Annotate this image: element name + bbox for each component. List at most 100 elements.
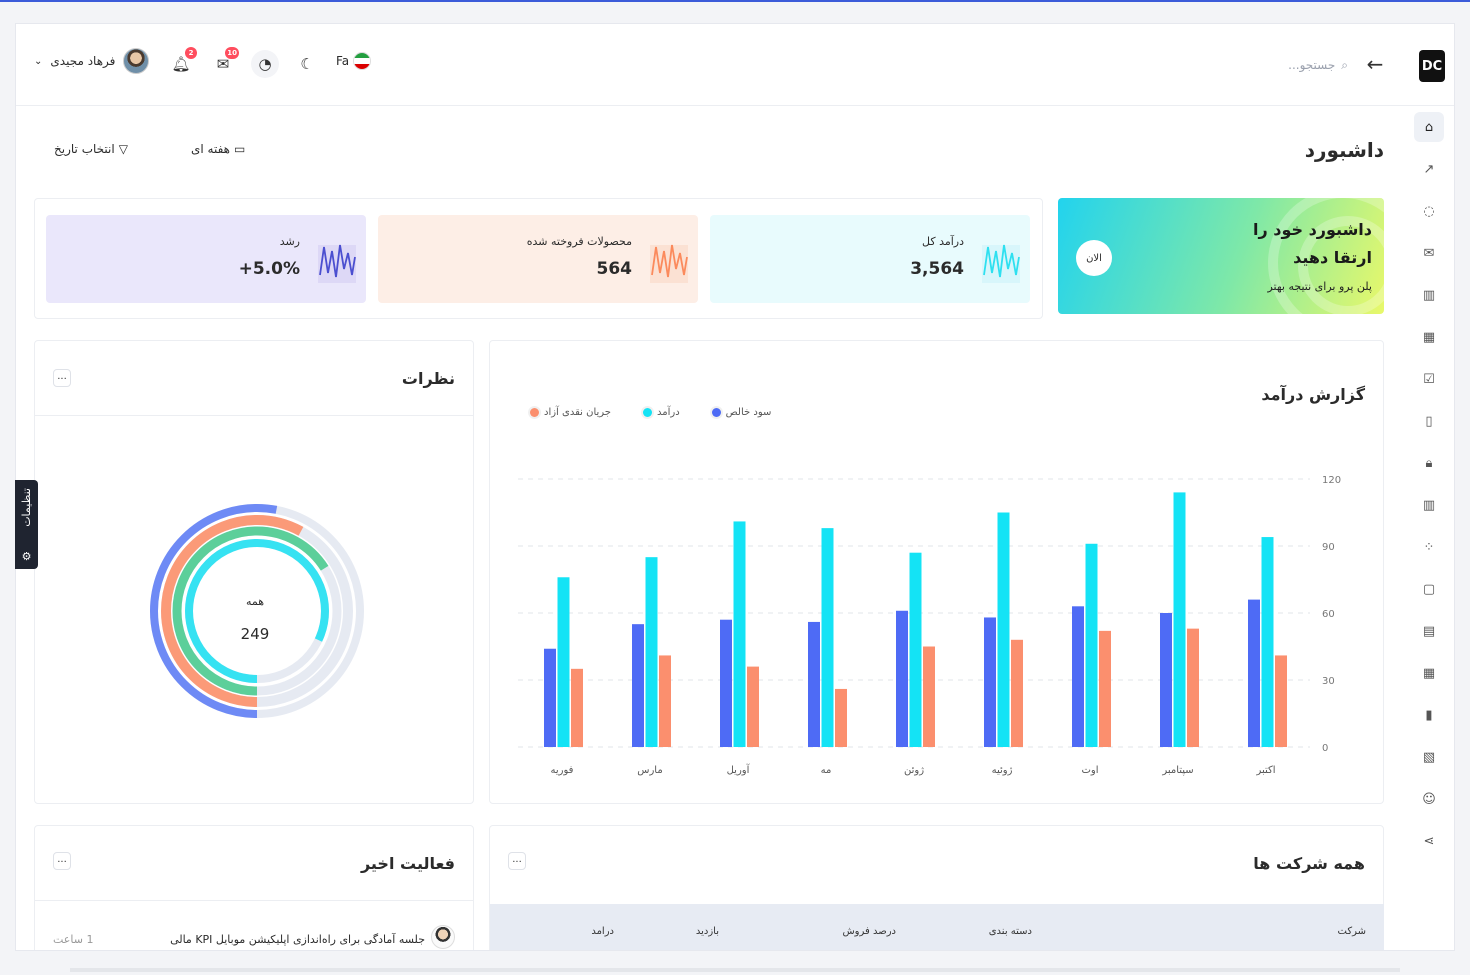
share-icon[interactable]: ⋖	[1423, 833, 1435, 849]
clipboard-check-icon[interactable]: ☑	[1423, 371, 1435, 387]
x-tick-label: اوت	[1081, 765, 1098, 776]
user-menu[interactable]: ⌄ فرهاد مجیدی	[34, 48, 150, 74]
column-header[interactable]: دسته بندی	[988, 926, 1032, 937]
bar-net-profit[interactable]	[984, 617, 996, 747]
range-button[interactable]: ▭ هفته ای	[191, 142, 245, 156]
app-logo[interactable]: DC	[1419, 50, 1445, 82]
x-tick-label: آوریل	[727, 763, 751, 776]
language-switcher[interactable]: Fa	[336, 52, 372, 70]
ring-arc[interactable]	[185, 539, 329, 683]
bar-free-cash-flow[interactable]	[571, 668, 583, 747]
book-icon[interactable]: ▥	[1422, 497, 1436, 513]
y-tick-label: 120	[1322, 475, 1341, 486]
ring-arc[interactable]	[150, 504, 364, 718]
settings-tab[interactable]: تنظیمات ⚙	[15, 480, 38, 569]
app-frame: DC ← ⌕ Fa ☾ ◔ ✉ 10 🔔︎ 2 ⌄ فرهاد مجیدی ⌂ ↗…	[15, 23, 1455, 951]
clipboard-icon[interactable]: ▤	[1422, 623, 1436, 639]
column-header[interactable]: شرکت	[1337, 926, 1366, 937]
activity-avatar	[431, 925, 455, 949]
column-header[interactable]: درامد	[591, 926, 614, 937]
calendar-icon[interactable]: ▦	[1422, 329, 1436, 345]
activity-text: جلسه آمادگی برای راه‌اندازی اپلیکیشن موب…	[170, 933, 425, 946]
ring-arc[interactable]	[161, 515, 353, 707]
bar-free-cash-flow[interactable]	[1275, 655, 1287, 747]
activity-time: 1 ساعت	[53, 933, 94, 946]
bar-free-cash-flow[interactable]	[1011, 639, 1023, 747]
grid-icon[interactable]: ⁘	[1423, 539, 1435, 555]
sidebar-nav: ⌂ ↗ ◌ ✉ ▥ ▦ ☑ ▯ 🔒︎ ▥ ⁘ ▢ ▤ ▦ ▮ ▧ ☺ ⋖	[1414, 106, 1454, 950]
bar-net-profit[interactable]	[632, 624, 644, 747]
bar-income[interactable]	[909, 552, 922, 747]
x-tick-label: مه	[821, 765, 832, 776]
legend-item[interactable]: سود خالص	[711, 407, 771, 418]
map-icon[interactable]: ▧	[1422, 749, 1436, 765]
bar-income[interactable]	[1261, 537, 1274, 747]
bar-net-profit[interactable]	[544, 648, 556, 747]
more-button[interactable]: ...	[508, 852, 526, 870]
table-icon[interactable]: ▦	[1422, 665, 1436, 681]
bar-chart-icon[interactable]: ▮	[1425, 707, 1433, 723]
bar-free-cash-flow[interactable]	[835, 688, 847, 747]
bar-free-cash-flow[interactable]	[747, 666, 759, 747]
settings-label: تنظیمات	[20, 488, 33, 527]
bar-free-cash-flow[interactable]	[923, 646, 935, 748]
divider	[35, 415, 473, 416]
bar-income[interactable]	[821, 528, 834, 747]
bar-net-profit[interactable]	[896, 610, 908, 747]
bar-net-profit[interactable]	[720, 619, 732, 747]
more-button[interactable]: ...	[53, 369, 71, 387]
bar-free-cash-flow[interactable]	[659, 655, 671, 747]
more-button[interactable]: ...	[53, 852, 71, 870]
search-icon: ⌕	[1341, 57, 1348, 72]
mail-button[interactable]: ✉ 10	[209, 47, 239, 78]
palette-icon[interactable]: ◔	[251, 50, 279, 78]
sparkline-icon	[650, 244, 688, 283]
stat-value: 3,564	[910, 259, 964, 279]
trend-icon[interactable]: ↗	[1423, 161, 1435, 177]
y-tick-label: 30	[1322, 676, 1335, 687]
income-bar-chart: 0 30 60 90 120 اکتبر سپتامبر اوت ژوئیه ژوئن مه آوری…	[518, 475, 1341, 776]
legend-dot	[711, 408, 721, 417]
home-icon[interactable]: ⌂	[1414, 112, 1444, 142]
ring-arc[interactable]	[172, 526, 342, 696]
smile-icon[interactable]: ☺	[1422, 791, 1436, 807]
bar-income[interactable]	[997, 512, 1010, 748]
bar-free-cash-flow[interactable]	[1099, 630, 1111, 747]
date-filter-button[interactable]: ▽ انتخاب تاریخ	[54, 142, 128, 156]
mail-icon[interactable]: ✉	[1423, 245, 1435, 261]
notification-button[interactable]: 🔔︎ 2	[167, 47, 197, 78]
stats-panel: درآمد کل 3,564 محصولات فروخته شده 564 رش…	[34, 198, 1043, 319]
legend-item[interactable]: جریان نقدی آزاد	[530, 407, 611, 418]
legend-dot	[643, 408, 652, 417]
column-header[interactable]: بازدید	[695, 926, 719, 937]
card-title: گزارش درآمد	[1261, 385, 1365, 404]
bar-income[interactable]	[645, 557, 658, 747]
search-input[interactable]	[1225, 58, 1336, 72]
bar-income[interactable]	[733, 521, 746, 747]
moon-icon[interactable]: ☾	[300, 55, 314, 73]
bar-income[interactable]	[557, 577, 570, 747]
activity-item[interactable]: جلسه آمادگی برای راه‌اندازی اپلیکیشن موب…	[35, 900, 473, 949]
search-box[interactable]: ⌕	[1216, 54, 1348, 76]
page-title: داشبورد	[1304, 138, 1384, 162]
bar-free-cash-flow[interactable]	[1187, 628, 1199, 747]
upgrade-now-button[interactable]: الان	[1076, 240, 1112, 276]
chart-legend: سود خالص درآمد جریان نقدی آزاد	[530, 407, 771, 418]
column-header[interactable]: درصد فروش	[842, 926, 896, 937]
arrow-left-icon[interactable]: ←	[1366, 52, 1384, 76]
bag-icon[interactable]: ▢	[1422, 581, 1436, 597]
columns-icon[interactable]: ▥	[1422, 287, 1436, 303]
bar-income[interactable]	[1085, 543, 1098, 747]
bar-net-profit[interactable]	[1160, 613, 1172, 747]
file-icon[interactable]: ▯	[1425, 413, 1433, 429]
user-name: فرهاد مجیدی	[50, 54, 116, 68]
bar-net-profit[interactable]	[1248, 599, 1260, 747]
legend-item[interactable]: درآمد	[643, 407, 680, 418]
chat-icon[interactable]: ◌	[1423, 203, 1435, 219]
card-title: همه شرکت ها	[1253, 854, 1365, 873]
lock-icon[interactable]: 🔒︎	[1425, 455, 1433, 471]
bar-net-profit[interactable]	[1072, 606, 1084, 747]
decor-ring	[1268, 198, 1384, 314]
bar-net-profit[interactable]	[808, 621, 820, 747]
bar-income[interactable]	[1173, 492, 1186, 747]
